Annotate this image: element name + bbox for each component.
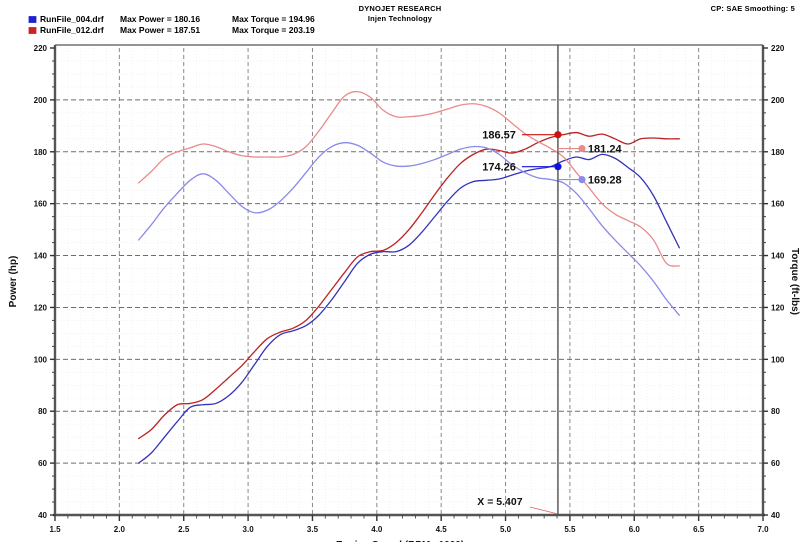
y-axis-title-left: Power (hp): [8, 256, 19, 308]
series-line-runfile-012-drf-torque: [138, 90, 680, 267]
torque-blue-readout-dot[interactable]: [578, 175, 586, 184]
series-line-runfile-004-drf-power: [138, 153, 680, 464]
ytick-label-right: 40: [771, 511, 780, 520]
ytick-label-left: 80: [38, 407, 47, 416]
torque-red-readout-text: 181.24: [588, 144, 623, 156]
xtick-label: 3.5: [307, 525, 319, 534]
legend-file-0: RunFile_004.drf: [40, 14, 104, 24]
legend-max-torque-1: Max Torque = 203.19: [232, 25, 315, 35]
series-line-runfile-004-drf-torque: [138, 142, 680, 316]
ytick-label-right: 80: [771, 407, 780, 416]
xtick-label: 6.0: [629, 525, 641, 534]
header-subtitle: Injen Technology: [368, 14, 433, 23]
ytick-label-left: 100: [34, 355, 48, 364]
ytick-label-left: 160: [34, 200, 48, 209]
xtick-label: 5.0: [500, 525, 512, 534]
power-blue-readout-dot[interactable]: [554, 163, 562, 171]
ytick-label-right: 140: [771, 252, 785, 261]
ytick-label-left: 120: [34, 303, 48, 312]
ytick-label-left: 220: [34, 44, 48, 53]
power-blue-readout-text: 174.26: [482, 162, 516, 174]
correction-factor-label: CP: SAE Smoothing: 5: [711, 4, 795, 13]
header-title: DYNOJET RESEARCH: [359, 4, 442, 13]
x-axis-title: Engine Speed (RPM x1000): [336, 540, 464, 542]
ytick-label-right: 180: [771, 148, 785, 157]
y-axis-title-right: Torque (ft-lbs): [789, 248, 800, 315]
ytick-label-right: 100: [771, 355, 785, 364]
xtick-label: 6.5: [693, 525, 705, 534]
cursor-leader-line: [529, 506, 559, 515]
power-red-readout-dot[interactable]: [554, 131, 562, 139]
ytick-label-left: 140: [34, 252, 48, 261]
ytick-label-left: 40: [38, 511, 47, 520]
legend-swatch-1: [27, 25, 38, 36]
xtick-label: 3.0: [243, 525, 255, 534]
ytick-label-left: 60: [38, 459, 47, 468]
xtick-label: 2.5: [178, 525, 190, 534]
cursor-value-label: X = 5.407: [477, 496, 522, 508]
ytick-label-right: 160: [771, 200, 785, 209]
ytick-label-right: 220: [771, 44, 785, 53]
power-red-readout-text: 186.57: [482, 130, 516, 142]
ytick-label-right: 120: [771, 303, 785, 312]
xtick-label: 4.0: [371, 525, 383, 534]
legend-file-1: RunFile_012.drf: [40, 25, 104, 35]
xtick-label: 7.0: [757, 525, 769, 534]
xtick-label: 2.0: [114, 525, 126, 534]
ytick-label-left: 180: [34, 148, 48, 157]
xtick-label: 4.5: [436, 525, 448, 534]
legend-swatch-0: [27, 14, 38, 25]
torque-blue-readout-text: 169.28: [588, 175, 622, 187]
legend-max-power-1: Max Power = 187.51: [120, 25, 200, 35]
series-line-runfile-012-drf-power: [138, 131, 680, 440]
torque-red-readout-dot[interactable]: [578, 144, 586, 153]
ytick-label-right: 60: [771, 459, 780, 468]
legend-max-power-0: Max Power = 180.16: [120, 14, 200, 24]
ytick-label-left: 200: [34, 96, 48, 105]
legend-max-torque-0: Max Torque = 194.96: [232, 14, 315, 24]
ytick-label-right: 200: [771, 96, 785, 105]
xtick-label: 1.5: [49, 525, 61, 534]
xtick-label: 5.5: [564, 525, 576, 534]
